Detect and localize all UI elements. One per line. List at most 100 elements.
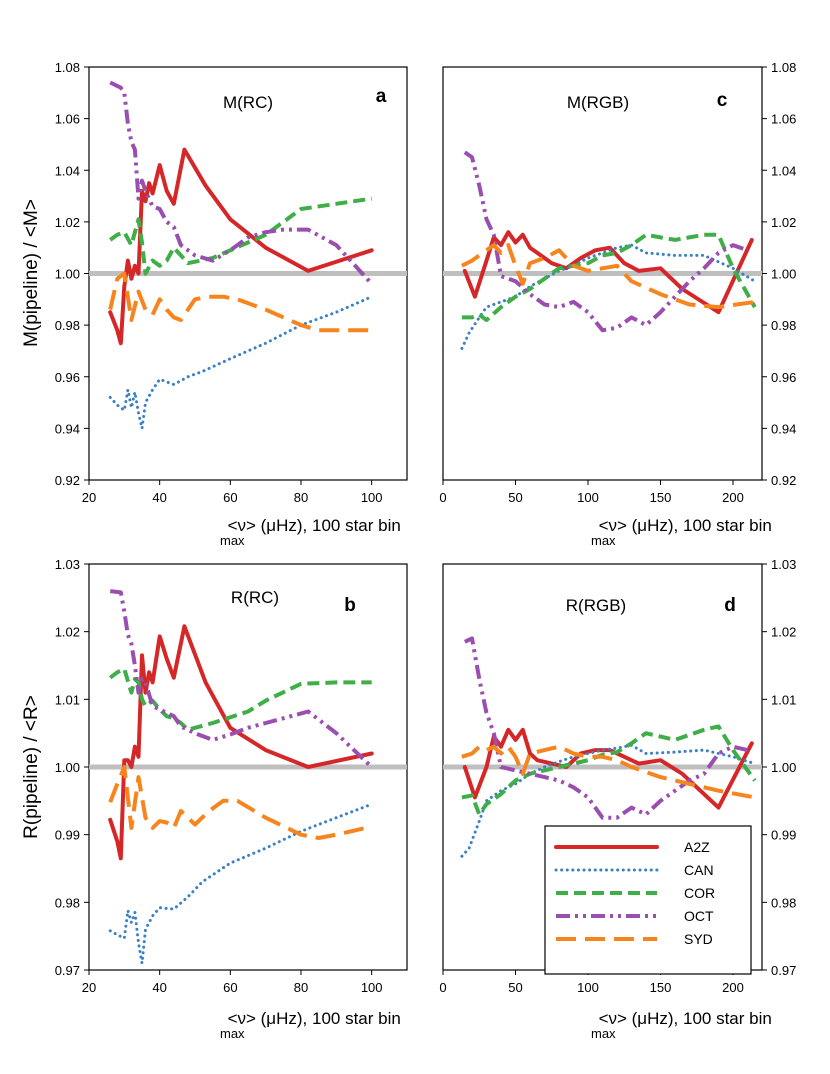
series-oct-line [109,589,374,769]
x-tick-label: 20 [82,490,96,505]
series-cor-line [461,232,757,322]
y-tick-label: 0.98 [771,318,796,333]
y-tick-label: 1.01 [55,692,80,707]
x-axis-label-suffix: > (μHz), 100 star bin [246,516,401,535]
y-tick-label: 1.00 [771,267,796,282]
y-tick-label: 1.03 [771,557,796,572]
panel-letter: b [344,595,356,616]
y-tick-label: 1.00 [771,760,796,775]
panel-title: R(RGB) [566,596,626,615]
y-tick-label: 1.06 [771,112,796,127]
y-tick-label: 0.97 [55,963,80,978]
y-tick-label: 0.96 [771,370,796,385]
series-a2z-line [462,230,754,315]
series-cor-line [461,724,757,817]
x-axis-label-c: <ν > (μHz), 100 star bin max [591,516,772,548]
panel-title: M(RGB) [567,93,629,112]
x-axis-label-suffix: > (μHz), 100 star bin [246,1009,401,1028]
y-axis-label-mass: M(pipeline) / <M> [21,199,42,347]
y-tick-label: 0.98 [55,318,80,333]
panel-letter: a [376,86,387,107]
x-axis-label-prefix: <ν [599,516,617,535]
y-tick-label: 0.94 [55,421,80,436]
legend-label-syd: SYD [684,931,713,947]
x-tick-label: 100 [577,980,599,995]
x-axis-label-subscript: max [591,533,616,548]
x-tick-label: 150 [650,980,672,995]
x-tick-label: 0 [439,490,446,505]
panel-title: R(RC) [231,588,279,607]
x-axis-label-prefix: <ν [228,516,246,535]
x-axis-label-subscript: max [220,1026,245,1041]
x-tick-label: 150 [650,490,672,505]
legend-label-oct: OCT [684,908,714,924]
panel-radius-rgb: 0.97 0.98 0.99 1.00 1.01 1.02 1.03 0 50 100 150 200… [439,557,796,995]
y-tick-label: 0.99 [55,828,80,843]
x-tick-label: 50 [508,490,522,505]
x-tick-label: 200 [722,980,744,995]
panel-letter: d [724,595,736,616]
y-tick-label: 0.98 [771,895,796,910]
y-tick-label: 1.08 [771,60,796,75]
x-tick-label: 60 [223,980,237,995]
y-tick-label: 1.02 [55,215,80,230]
x-axis-label-b: <ν > (μHz), 100 star bin max [220,1009,401,1041]
x-tick-label: 40 [152,980,166,995]
legend-label-a2z: A2Z [684,839,710,855]
series-oct-line [109,80,374,286]
x-tick-label: 100 [361,490,383,505]
y-tick-label: 0.96 [55,370,80,385]
legend: A2Z CAN COR OCT SYD [544,825,752,975]
y-tick-label: 0.97 [771,963,796,978]
y-tick-label: 1.04 [55,163,80,178]
y-tick-label: 1.02 [771,625,796,640]
y-tick-label: 1.00 [55,267,80,282]
x-axis-label-subscript: max [220,533,245,548]
x-axis-label-d: <ν > (μHz), 100 star bin max [591,1009,772,1041]
x-tick-label: 100 [577,490,599,505]
panel-mass-rc: 0.92 0.94 0.96 0.98 1.00 1.02 1.04 1.06 1.08 20 40… [55,60,408,505]
series-can-line [108,802,374,965]
panel-mass-rgb: 0.92 0.94 0.96 0.98 1.00 1.02 1.04 1.06 1.08 0 50 1… [439,60,796,505]
legend-box [544,825,752,975]
y-tick-label: 1.00 [55,760,80,775]
y-tick-label: 0.92 [771,473,796,488]
series-syd-line [460,243,756,310]
legend-label-cor: COR [684,885,715,901]
y-tick-label: 1.04 [771,163,796,178]
series-cor-line [109,196,372,276]
x-axis-label-suffix: > (μHz), 100 star bin [617,516,772,535]
series-syd-line [108,271,372,333]
x-tick-label: 0 [439,980,446,995]
series-a2z-line [108,624,374,861]
x-axis-label-a: <ν > (μHz), 100 star bin max [220,516,401,548]
x-axis-label-suffix: > (μHz), 100 star bin [617,1009,772,1028]
y-tick-label: 0.92 [55,473,80,488]
series-can-line [460,743,757,858]
x-tick-label: 200 [722,490,744,505]
x-tick-label: 100 [361,980,383,995]
x-axis-label-prefix: <ν [228,1009,246,1028]
x-tick-label: 50 [508,980,522,995]
y-tick-label: 1.06 [55,112,80,127]
y-tick-label: 0.94 [771,421,796,436]
y-axis-label-radius: R(pipeline) / <R> [21,695,42,839]
x-axis-label-prefix: <ν [599,1009,617,1028]
panel-radius-rc: 0.97 0.98 0.99 1.00 1.01 1.02 1.03 20 40 60 80 100 R… [55,557,408,995]
legend-label-can: CAN [684,862,714,878]
panel-title: M(RC) [223,93,273,112]
x-tick-label: 40 [152,490,166,505]
y-tick-label: 0.98 [55,895,80,910]
series-oct-line [463,636,748,820]
x-tick-label: 20 [82,980,96,995]
x-tick-label: 60 [223,490,237,505]
y-tick-label: 1.03 [55,557,80,572]
x-tick-label: 80 [294,490,308,505]
y-tick-label: 1.02 [771,215,796,230]
y-tick-label: 1.01 [771,692,796,707]
series-syd-line [461,744,756,800]
y-tick-label: 1.02 [55,625,80,640]
x-axis-label-subscript: max [591,1026,616,1041]
y-tick-label: 0.99 [771,828,796,843]
